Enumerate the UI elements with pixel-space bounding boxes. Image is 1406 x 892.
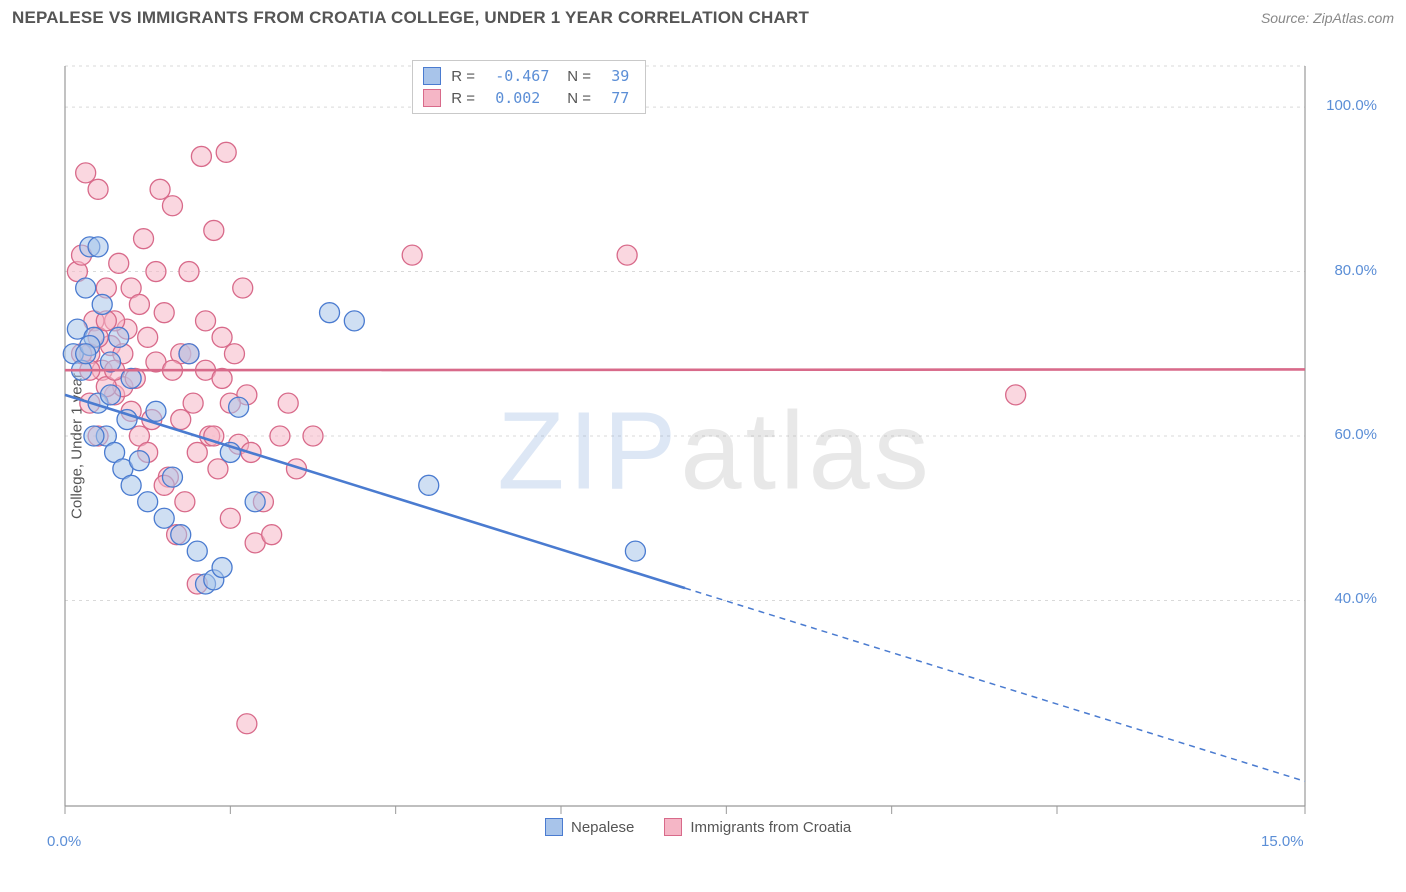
data-point — [187, 442, 207, 462]
data-point — [204, 220, 224, 240]
data-point — [212, 327, 232, 347]
legend-label: Nepalese — [571, 819, 634, 836]
data-point — [154, 303, 174, 323]
data-point — [134, 229, 154, 249]
data-point — [138, 327, 158, 347]
data-point — [625, 541, 645, 561]
legend-r-value: -0.467 — [495, 67, 557, 85]
data-point — [150, 179, 170, 199]
data-point — [171, 525, 191, 545]
data-point — [224, 344, 244, 364]
legend-r-value: 0.002 — [495, 89, 557, 107]
data-point — [146, 401, 166, 421]
legend-series: Nepalese Immigrants from Croatia — [545, 818, 851, 836]
scatter-plot — [45, 56, 1385, 846]
data-point — [196, 311, 216, 331]
data-point — [212, 558, 232, 578]
data-point — [237, 714, 257, 734]
data-point — [179, 344, 199, 364]
data-point — [183, 393, 203, 413]
chart-container: ZIPatlas R = -0.467N = 39R = 0.002N = 77… — [45, 56, 1385, 846]
data-point — [175, 492, 195, 512]
legend-correlation: R = -0.467 N = 39 R = 0.002 N = 77 — [412, 60, 646, 114]
data-point — [617, 245, 637, 265]
legend-n-value: 39 — [611, 67, 629, 85]
data-point — [229, 397, 249, 417]
data-point — [320, 303, 340, 323]
data-point — [171, 410, 191, 430]
legend-swatch — [423, 89, 441, 107]
data-point — [129, 451, 149, 471]
y-tick-label: 40.0% — [1334, 590, 1377, 607]
legend-n-label: N = — [567, 68, 601, 85]
trend-line — [65, 369, 1305, 370]
data-point — [100, 385, 120, 405]
data-point — [245, 492, 265, 512]
legend-r-label: R = — [451, 90, 485, 107]
data-point — [146, 262, 166, 282]
data-point — [419, 475, 439, 495]
header-row: NEPALESE VS IMMIGRANTS FROM CROATIA COLL… — [0, 0, 1406, 32]
data-point — [278, 393, 298, 413]
y-tick-label: 100.0% — [1326, 97, 1377, 114]
data-point — [84, 426, 104, 446]
source-attribution: Source: ZipAtlas.com — [1261, 10, 1394, 26]
legend-n-value: 77 — [611, 89, 629, 107]
data-point — [402, 245, 422, 265]
data-point — [344, 311, 364, 331]
legend-row: R = 0.002 N = 77 — [423, 89, 629, 107]
trend-line-extrapolated — [685, 588, 1305, 781]
data-point — [179, 262, 199, 282]
x-tick-label: 15.0% — [1261, 833, 1304, 850]
data-point — [154, 508, 174, 528]
data-point — [162, 467, 182, 487]
data-point — [121, 475, 141, 495]
data-point — [109, 253, 129, 273]
data-point — [76, 344, 96, 364]
data-point — [1006, 385, 1026, 405]
legend-swatch — [423, 67, 441, 85]
data-point — [191, 146, 211, 166]
data-point — [88, 237, 108, 257]
data-point — [162, 196, 182, 216]
series-Immigrants from Croatia — [67, 142, 1025, 733]
data-point — [187, 541, 207, 561]
series-Nepalese — [63, 237, 645, 594]
data-point — [216, 142, 236, 162]
data-point — [92, 294, 112, 314]
legend-label: Immigrants from Croatia — [690, 819, 851, 836]
data-point — [212, 368, 232, 388]
legend-item: Immigrants from Croatia — [664, 818, 851, 836]
data-point — [129, 294, 149, 314]
x-tick-label: 0.0% — [47, 833, 81, 850]
legend-item: Nepalese — [545, 818, 634, 836]
data-point — [88, 179, 108, 199]
data-point — [76, 278, 96, 298]
data-point — [262, 525, 282, 545]
legend-swatch — [545, 818, 563, 836]
y-tick-label: 80.0% — [1334, 262, 1377, 279]
legend-row: R = -0.467 N = 39 — [423, 67, 629, 85]
data-point — [233, 278, 253, 298]
data-point — [220, 508, 240, 528]
legend-n-label: N = — [567, 90, 601, 107]
data-point — [109, 327, 129, 347]
y-tick-label: 60.0% — [1334, 426, 1377, 443]
data-point — [76, 163, 96, 183]
data-point — [303, 426, 323, 446]
legend-swatch — [664, 818, 682, 836]
data-point — [208, 459, 228, 479]
chart-title: NEPALESE VS IMMIGRANTS FROM CROATIA COLL… — [12, 8, 809, 28]
data-point — [270, 426, 290, 446]
legend-r-label: R = — [451, 68, 485, 85]
data-point — [138, 492, 158, 512]
